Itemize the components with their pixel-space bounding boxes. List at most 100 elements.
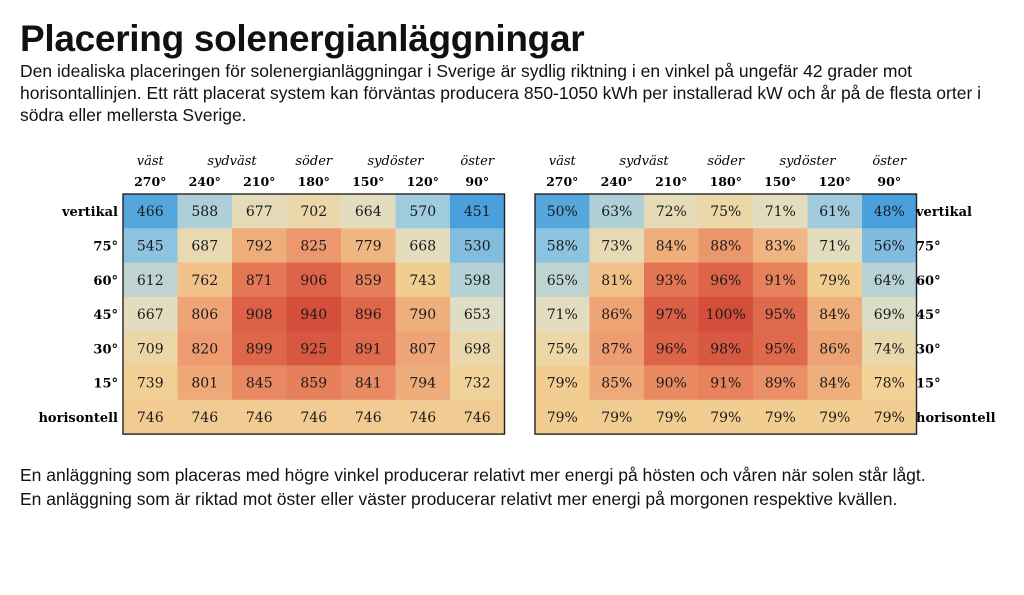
cell-value: 845	[246, 376, 273, 392]
heatmap-cell	[123, 228, 179, 264]
direction-label: sydöster	[368, 154, 425, 169]
row-label: 30°	[93, 342, 118, 357]
cell-value: 653	[464, 307, 491, 323]
degree-label: 180°	[298, 174, 330, 189]
heatmap-cell	[589, 331, 645, 367]
cell-value: 530	[464, 238, 491, 254]
heatmap-cell	[807, 228, 863, 264]
heatmap-cell	[450, 331, 506, 367]
degree-label: 180°	[710, 174, 742, 189]
cell-value: 588	[191, 204, 218, 220]
cell-value: 792	[246, 238, 273, 254]
heatmap-cell	[698, 399, 754, 435]
cell-value: 84%	[819, 307, 850, 323]
heatmap-cell	[341, 399, 397, 435]
direction-label: söder	[707, 154, 745, 169]
degree-label: 240°	[189, 174, 221, 189]
heatmap-kwh: 466 588 677 702 664 570 451 545 687 792 825 779 668 5…	[38, 154, 506, 435]
cell-value: 91%	[765, 273, 796, 289]
cell-value: 71%	[547, 307, 578, 323]
cell-value: 896	[355, 307, 382, 323]
cell-value: 743	[409, 273, 436, 289]
heatmap-cell	[644, 262, 700, 298]
cell-value: 71%	[819, 238, 850, 254]
cell-value: 100%	[706, 307, 746, 323]
degree-label: 90°	[465, 174, 489, 189]
heatmap-cell	[644, 365, 700, 401]
heatmap-cell	[535, 365, 591, 401]
degree-label: 240°	[601, 174, 633, 189]
heatmap-cell	[177, 228, 233, 264]
cell-value: 746	[464, 410, 491, 426]
heatmap-cell	[341, 194, 397, 229]
heatmap-cell	[589, 365, 645, 401]
cell-value: 79%	[547, 410, 578, 426]
heatmap-cell	[232, 194, 288, 229]
degree-label: 120°	[819, 174, 851, 189]
cell-value: 762	[191, 273, 218, 289]
cell-value: 806	[191, 307, 218, 323]
cell-value: 58%	[547, 238, 578, 254]
cell-value: 570	[409, 204, 436, 220]
heatmap-cell	[450, 296, 506, 332]
degree-label: 120°	[407, 174, 439, 189]
cell-value: 732	[464, 376, 491, 392]
cell-value: 79%	[874, 410, 905, 426]
heatmap-cell	[341, 228, 397, 264]
cell-value: 466	[137, 204, 164, 220]
heatmap-cell	[753, 365, 809, 401]
heatmap-cell	[644, 331, 700, 367]
heatmap-cell	[753, 194, 809, 229]
cell-value: 64%	[874, 273, 905, 289]
heatmap-cell	[286, 399, 342, 435]
heatmap-border	[122, 193, 506, 435]
heatmap-border	[534, 193, 918, 435]
heatmap-cell	[807, 365, 863, 401]
heatmap-cell	[177, 194, 233, 229]
heatmap-cell	[286, 296, 342, 332]
cell-value: 807	[409, 341, 436, 357]
heatmap-cell	[232, 399, 288, 435]
cell-value: 56%	[874, 238, 905, 254]
heatmap-cell	[286, 365, 342, 401]
cell-value: 79%	[601, 410, 632, 426]
heatmap-cell	[807, 296, 863, 332]
heatmap-cell	[644, 228, 700, 264]
row-label: 15°	[916, 377, 941, 392]
heatmap-cell	[232, 262, 288, 298]
heatmap-cell	[450, 194, 506, 229]
heatmap-cell	[123, 194, 179, 229]
cell-value: 677	[246, 204, 273, 220]
cell-value: 779	[355, 238, 382, 254]
cell-value: 79%	[819, 410, 850, 426]
heatmap-cell	[450, 365, 506, 401]
heatmap-cell	[123, 399, 179, 435]
heatmap-cell	[341, 262, 397, 298]
cell-value: 73%	[601, 238, 632, 254]
heatmap-cell	[753, 296, 809, 332]
direction-label: öster	[460, 154, 494, 169]
cell-value: 69%	[874, 307, 905, 323]
cell-value: 93%	[656, 273, 687, 289]
heatmap-cell	[535, 296, 591, 332]
direction-label: väst	[137, 154, 165, 169]
cell-value: 81%	[601, 273, 632, 289]
heatmap-cell	[286, 331, 342, 367]
cell-value: 72%	[656, 204, 687, 220]
cell-value: 739	[137, 376, 164, 392]
heatmap-cell	[232, 331, 288, 367]
direction-label: öster	[872, 154, 906, 169]
heatmap-cell	[341, 296, 397, 332]
cell-value: 925	[300, 341, 327, 357]
cell-value: 746	[191, 410, 218, 426]
cell-value: 709	[137, 341, 164, 357]
heatmap-cell	[807, 331, 863, 367]
heatmap-cell	[862, 296, 918, 332]
cell-value: 98%	[710, 341, 741, 357]
cell-value: 899	[246, 341, 273, 357]
heatmap-cell	[862, 194, 918, 229]
heatmap-cell	[395, 365, 451, 401]
cell-value: 90%	[656, 376, 687, 392]
cell-value: 906	[300, 273, 327, 289]
heatmap-cell	[286, 262, 342, 298]
